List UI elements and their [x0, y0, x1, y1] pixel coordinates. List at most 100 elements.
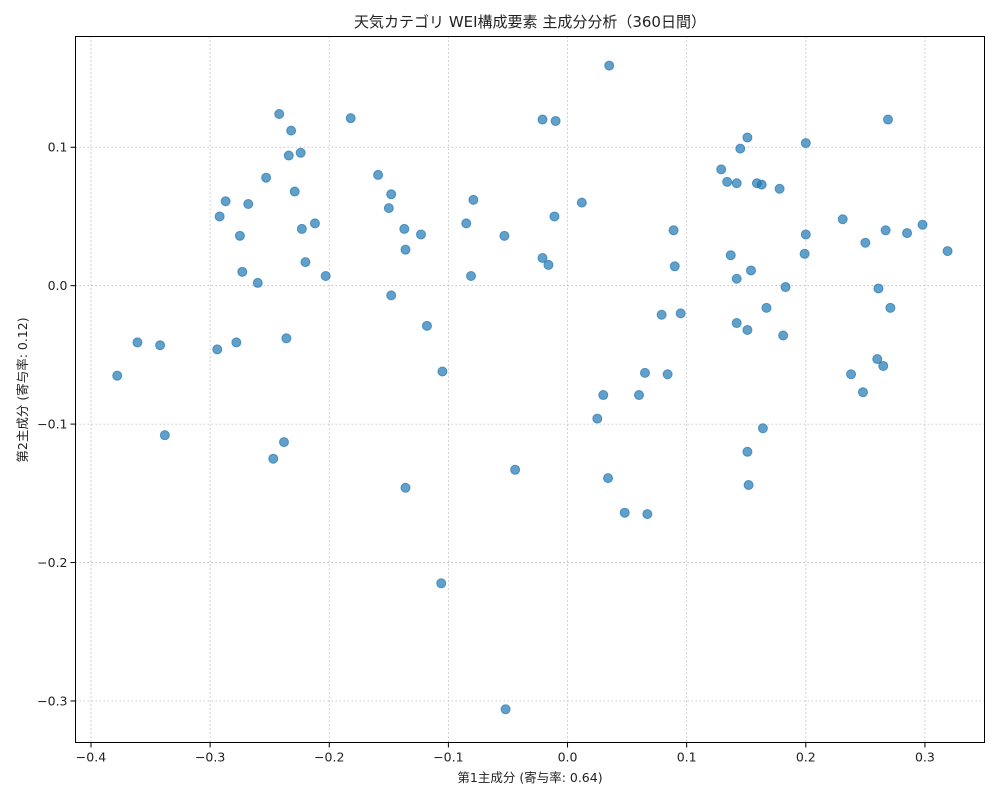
scatter-point	[668, 225, 679, 236]
scatter-point	[415, 229, 426, 240]
scatter-point	[603, 473, 614, 484]
scatter-point	[872, 354, 883, 365]
scatter-point	[300, 257, 311, 268]
y-tick-label: 0.0	[48, 278, 68, 293]
chart-title: 天気カテゴリ WEI構成要素 主成分分析（360日間）	[354, 13, 706, 31]
scatter-point	[500, 704, 511, 715]
scatter-point	[537, 114, 548, 125]
scatter-point	[281, 333, 292, 344]
x-tick-label: 0.1	[677, 750, 697, 765]
scatter-point	[885, 302, 896, 313]
grid-layer	[75, 36, 985, 743]
scatter-point	[725, 250, 736, 261]
plot-frame	[75, 36, 985, 743]
scatter-point	[619, 507, 630, 518]
x-tick-label: 0.2	[796, 750, 816, 765]
scatter-point	[274, 109, 285, 120]
scatter-point	[289, 186, 300, 197]
scatter-point	[846, 369, 857, 380]
scatter-point	[743, 480, 754, 491]
scatter-point	[857, 387, 868, 398]
y-tick-label: 0.1	[48, 140, 68, 155]
scatter-point	[237, 266, 248, 277]
scatter-point	[220, 196, 231, 207]
scatter-point	[214, 211, 225, 222]
scatter-point	[860, 237, 871, 248]
y-axis-label: 第2主成分 (寄与率: 0.12)	[15, 317, 30, 462]
scatter-point	[883, 114, 893, 125]
scatter-point	[742, 132, 753, 143]
scatter-point	[510, 464, 521, 475]
ticks-layer: −0.4 −0.3 −0.2 −0.1 0.0 0.1 0.2 0.3 −0.3 −0.2 −0.1…	[37, 140, 935, 765]
scatter-point	[604, 60, 615, 71]
scatter-point	[243, 199, 254, 209]
scatter-point	[735, 143, 746, 154]
scatter-point	[468, 194, 479, 205]
scatter-point	[942, 246, 953, 257]
scatter-point	[212, 344, 223, 355]
scatter-point	[731, 178, 742, 189]
scatter-point	[543, 259, 554, 270]
scatter-point	[373, 169, 384, 180]
scatter-point	[873, 283, 884, 294]
scatter-point	[466, 270, 477, 281]
scatter-point	[132, 337, 143, 348]
scatter-point	[639, 367, 650, 378]
scatter-point	[268, 453, 279, 464]
y-tick-label: −0.1	[37, 417, 67, 432]
scatter-point	[399, 223, 410, 234]
scatter-point	[731, 318, 742, 329]
scatter-point	[634, 390, 645, 401]
scatter-point	[576, 197, 587, 208]
scatter-point	[320, 270, 331, 281]
scatter-point	[669, 261, 680, 272]
scatter-point	[295, 147, 306, 158]
x-tick-label: −0.1	[433, 750, 463, 765]
scatter-point	[778, 330, 789, 341]
scatter-point	[756, 179, 767, 190]
x-tick-label: 0.3	[915, 750, 935, 765]
scatter-point	[774, 183, 785, 194]
scatter-point	[902, 228, 913, 239]
scatter-point	[550, 115, 561, 126]
scatter-point	[722, 176, 733, 187]
scatter-point	[837, 214, 848, 225]
scatter-point	[598, 390, 609, 401]
scatter-point	[383, 203, 394, 214]
x-tick-label: −0.2	[314, 750, 344, 765]
x-axis-label: 第1主成分 (寄与率: 0.64)	[457, 770, 602, 785]
x-tick-label: −0.3	[195, 750, 225, 765]
scatter-point	[742, 324, 753, 335]
scatter-point	[880, 225, 891, 236]
scatter-point	[662, 369, 673, 380]
scatter-point	[461, 218, 472, 229]
scatter-point	[309, 218, 320, 229]
scatter-point	[549, 211, 560, 222]
scatter-point	[296, 223, 307, 234]
scatter-point	[878, 360, 889, 371]
scatter-point	[234, 230, 245, 241]
scatter-point	[757, 423, 768, 434]
scatter-point	[278, 437, 289, 448]
y-tick-label: −0.3	[37, 693, 67, 708]
scatter-point	[155, 340, 166, 351]
scatter-point	[400, 244, 411, 255]
x-tick-label: −0.4	[76, 750, 106, 765]
scatter-point	[345, 113, 356, 124]
scatter-point	[780, 282, 791, 293]
y-tick-label: −0.2	[37, 555, 67, 570]
scatter-point	[731, 273, 742, 284]
scatter-point	[231, 337, 242, 348]
scatter-point	[656, 309, 667, 320]
scatter-point	[917, 219, 928, 230]
scatter-point	[746, 265, 756, 276]
x-tick-label: 0.0	[558, 750, 578, 765]
scatter-point	[799, 248, 810, 259]
scatter-point	[112, 370, 123, 381]
points-layer	[112, 60, 953, 715]
scatter-point	[261, 172, 272, 183]
scatter-point	[800, 229, 811, 240]
scatter-point	[499, 230, 510, 241]
scatter-point	[742, 446, 753, 457]
